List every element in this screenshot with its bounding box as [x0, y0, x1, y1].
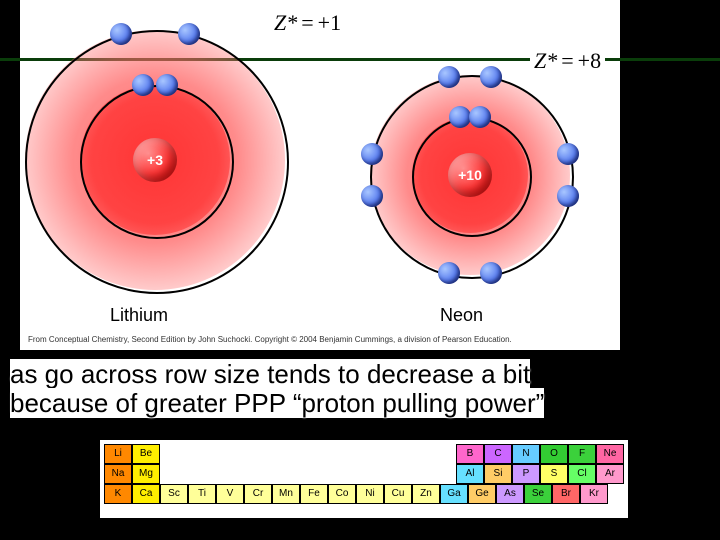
electron [438, 262, 460, 284]
ptable-cell: F [568, 444, 596, 464]
ptable-cell: Li [104, 444, 132, 464]
electron [557, 185, 579, 207]
electron [361, 185, 383, 207]
periodic-table-strip: LiBeBCNOFNeNaMgAlSiPSClArKCaScTiVCrMnFeC… [100, 440, 628, 518]
ptable-cell: B [456, 444, 484, 464]
element-name: Neon [440, 305, 483, 326]
electron [480, 66, 502, 88]
ptable-cell: Kr [580, 484, 608, 504]
ptable-row: KCaScTiVCrMnFeCoNiCuZnGaGeAsSeBrKr [104, 484, 624, 504]
ptable-cell: Br [552, 484, 580, 504]
element-name: Lithium [110, 305, 168, 326]
ptable-cell: Na [104, 464, 132, 484]
ptable-cell: As [496, 484, 524, 504]
ptable-row: LiBe BCNOFNe [104, 444, 624, 464]
electron [480, 262, 502, 284]
electron [449, 106, 471, 128]
caption: as go across row size tends to decrease … [10, 360, 710, 417]
electron [110, 23, 132, 45]
ptable-cell: Si [484, 464, 512, 484]
ptable-cell: Cr [244, 484, 272, 504]
electron [132, 74, 154, 96]
ptable-cell: Ar [596, 464, 624, 484]
electron [178, 23, 200, 45]
electron [438, 66, 460, 88]
electron [469, 106, 491, 128]
electron [557, 143, 579, 165]
ptable-cell: Ga [440, 484, 468, 504]
caption-line2: because of greater PPP “proton pulling p… [10, 388, 544, 418]
ptable-cell: C [484, 444, 512, 464]
ptable-cell: Be [132, 444, 160, 464]
ptable-cell: Zn [412, 484, 440, 504]
ptable-cell: Cu [384, 484, 412, 504]
z-effective-label: Z*=+8 [530, 48, 605, 74]
atom-nucleus: +3 [133, 138, 177, 182]
ptable-cell: K [104, 484, 132, 504]
electron [361, 143, 383, 165]
ptable-cell: Mg [132, 464, 160, 484]
z-effective-label: Z*=+1 [270, 10, 345, 36]
ptable-row: NaMg AlSiPSClAr [104, 464, 624, 484]
ptable-cell: Al [456, 464, 484, 484]
ptable-cell: Ne [596, 444, 624, 464]
ptable-cell: S [540, 464, 568, 484]
ptable-cell: Ca [132, 484, 160, 504]
ptable-cell: Ni [356, 484, 384, 504]
ptable-cell: Co [328, 484, 356, 504]
ptable-cell: Fe [300, 484, 328, 504]
ptable-cell: P [512, 464, 540, 484]
ptable-cell: Ti [188, 484, 216, 504]
ptable-cell: V [216, 484, 244, 504]
ptable-cell: Sc [160, 484, 188, 504]
ptable-cell: Mn [272, 484, 300, 504]
ptable-cell: N [512, 444, 540, 464]
ptable-cell: Se [524, 484, 552, 504]
ptable-cell: O [540, 444, 568, 464]
ptable-cell: Ge [468, 484, 496, 504]
ptable-cell: Cl [568, 464, 596, 484]
atom-nucleus: +10 [448, 153, 492, 197]
caption-line1: as go across row size tends to decrease … [10, 359, 530, 389]
image-credit: From Conceptual Chemistry, Second Editio… [28, 335, 512, 344]
electron [156, 74, 178, 96]
